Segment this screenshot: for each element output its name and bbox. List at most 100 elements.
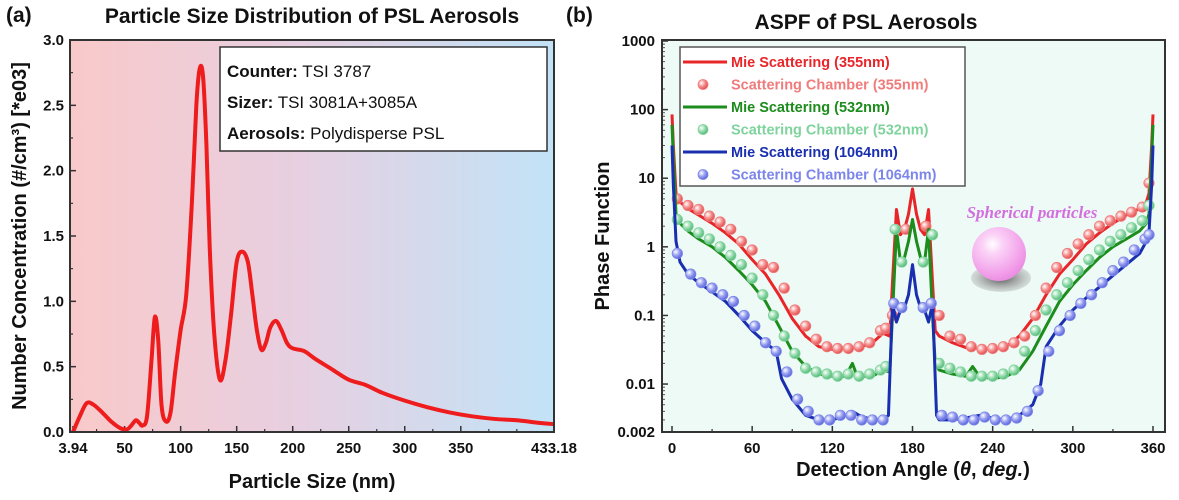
data-point — [1064, 309, 1076, 322]
y-tick-label: 1.0 — [43, 293, 64, 310]
series-scattering-chamber-1064nm — [671, 229, 1155, 426]
y-tick-label: 3.0 — [43, 32, 64, 49]
data-point — [1051, 289, 1063, 301]
x-tick-label: 60 — [744, 440, 761, 457]
chart-b-y-axis-label: Phase Function — [592, 162, 614, 311]
data-point — [1061, 247, 1074, 260]
data-point — [944, 362, 956, 374]
legend-line-sizer: Sizer: TSI 3081A+3085A — [227, 93, 418, 112]
data-point — [832, 342, 844, 355]
data-point — [1040, 304, 1052, 316]
chart-a-x-tick-labels: 3.94 50 100 150 200 250 300 350 433.18 — [58, 440, 577, 457]
x-tick-label: 0 — [668, 440, 676, 457]
data-point — [1040, 282, 1052, 294]
data-point — [824, 414, 836, 426]
legend-item: Scattering Chamber (1064nm) — [697, 168, 937, 184]
data-point — [703, 210, 716, 222]
y-tick-label: 100 — [630, 102, 655, 119]
chart-b-series — [670, 114, 1155, 426]
chart-a-x-axis-label: Particle Size (nm) — [229, 471, 396, 493]
data-point — [693, 227, 705, 239]
data-point — [976, 343, 988, 355]
legend-label: Mie Scattering (355nm) — [731, 55, 890, 71]
chart-a-y-tick-labels: 0.0 0.5 1.0 1.5 2.0 2.5 3.0 — [43, 32, 64, 441]
data-point — [1021, 405, 1034, 417]
legend-item: Scattering Chamber (355nm) — [697, 78, 929, 94]
data-point — [725, 223, 737, 235]
data-point — [735, 235, 748, 247]
data-point — [864, 337, 876, 349]
chart-b-frame — [661, 39, 1166, 433]
data-point — [1019, 330, 1031, 342]
y-tick-label: 0.0 — [43, 424, 64, 441]
data-point — [1136, 215, 1148, 227]
data-point — [1051, 261, 1063, 274]
data-point — [1107, 265, 1119, 277]
x-tick-label: 360 — [1140, 440, 1165, 457]
legend-item: Mie Scattering (532nm) — [683, 100, 890, 116]
legend-label: Scattering Chamber (355nm) — [731, 78, 929, 94]
data-point — [944, 330, 956, 342]
legend-label: Mie Scattering (532nm) — [731, 100, 890, 116]
data-point — [714, 241, 726, 253]
x-tick-label: 240 — [980, 440, 1005, 457]
data-point — [1118, 256, 1130, 268]
data-point — [1085, 289, 1098, 301]
data-point — [1104, 215, 1116, 227]
y-tick-label: 1000 — [622, 33, 655, 50]
data-point — [997, 341, 1009, 353]
data-point — [717, 289, 729, 301]
data-point — [1096, 277, 1108, 289]
data-point — [789, 304, 801, 316]
data-point — [671, 247, 683, 260]
data-point — [685, 268, 697, 280]
data-point — [759, 337, 772, 349]
chart-b-x-tick-labels: 0 60 120 180 240 300 360 — [668, 440, 1166, 457]
data-point — [757, 289, 769, 301]
data-point — [926, 229, 939, 241]
y-tick-label: 0.1 — [634, 307, 655, 324]
data-point — [703, 233, 716, 245]
data-point — [695, 277, 707, 289]
chart-a-title: Particle Size Distribution of PSL Aeroso… — [105, 5, 519, 28]
data-point — [896, 256, 908, 268]
x-tick-label: 3.94 — [58, 440, 88, 457]
chart-a-y-axis-label: Number Concentration (#/cm³) [*e03] — [9, 62, 31, 410]
series-mie-scattering-355nm — [670, 114, 1155, 351]
data-point — [682, 199, 694, 212]
data-point — [767, 261, 780, 274]
data-point — [954, 366, 967, 378]
chart-a-legend-box: Counter: TSI 3787 Sizer: TSI 3081A+3085A… — [219, 46, 548, 152]
data-point — [880, 322, 892, 334]
data-point — [856, 414, 868, 426]
data-point — [987, 370, 999, 382]
legend-label: Scattering Chamber (532nm) — [731, 123, 929, 139]
sphere-icon — [972, 227, 1026, 281]
data-point — [746, 244, 758, 256]
y-tick-label: 0.01 — [626, 376, 655, 393]
data-point — [946, 411, 959, 423]
data-point — [746, 272, 758, 284]
y-tick-label: 1 — [647, 239, 655, 256]
data-point — [693, 203, 705, 216]
data-point — [866, 414, 879, 426]
legend-line-counter: Counter: TSI 3787 — [227, 62, 371, 81]
data-point — [810, 333, 822, 345]
y-tick-label: 2.5 — [43, 97, 64, 114]
x-tick-label: 300 — [1060, 440, 1085, 457]
data-point — [845, 409, 857, 421]
data-point — [706, 282, 718, 294]
data-point — [791, 393, 804, 405]
data-point — [1008, 337, 1020, 349]
series-mie-scattering-532nm — [670, 124, 1155, 381]
y-tick-label: 10 — [638, 170, 655, 187]
data-point — [821, 341, 833, 353]
data-point — [767, 309, 780, 322]
data-point — [682, 220, 694, 232]
data-point — [842, 342, 854, 355]
data-point — [1008, 364, 1020, 376]
data-point — [1053, 325, 1066, 337]
legend-marker-swatch — [697, 79, 709, 90]
data-point — [749, 320, 761, 332]
